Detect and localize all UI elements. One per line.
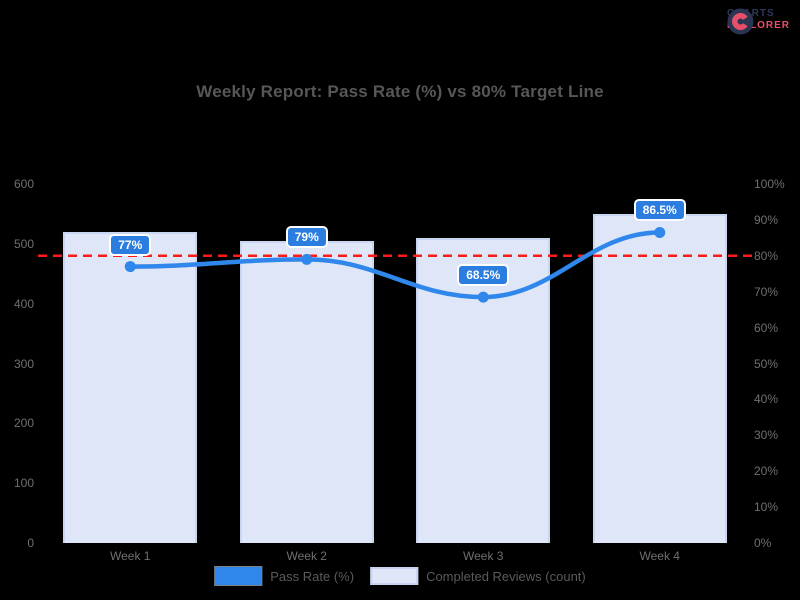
chart-legend: Pass Rate (%) Completed Reviews (count) [214, 566, 586, 586]
line-marker-4 [654, 226, 666, 238]
logo-watermark: CHARTS EXPLORER [726, 8, 790, 35]
right-axis-tick-30: 30% [754, 428, 779, 443]
legend-label-bar-series: Completed Reviews (count) [426, 568, 586, 584]
logo-icon [727, 8, 754, 35]
right-axis-tick-70: 70% [754, 284, 779, 299]
line-marker-1 [124, 261, 136, 273]
legend-item-line-series[interactable]: Pass Rate (%) [214, 566, 354, 586]
x-axis-label-week-2: Week 2 [286, 549, 327, 563]
right-axis-tick-40: 40% [754, 392, 779, 407]
left-axis-tick-400: 400 [13, 296, 34, 311]
bar-week-4 [592, 213, 727, 543]
chart-title: Weekly Report: Pass Rate (%) vs 80% Targ… [196, 82, 604, 101]
point-label-2: 79% [285, 226, 328, 249]
left-axis-tick-500: 500 [13, 236, 34, 251]
right-axis-tick-20: 20% [754, 464, 779, 479]
left-axis-tick-100: 100 [13, 476, 34, 491]
legend-label-line-series: Pass Rate (%) [270, 568, 355, 584]
right-axis-tick-50: 50% [754, 356, 779, 371]
legend-swatch-bar-series [370, 567, 419, 585]
legend-swatch-line-series [214, 566, 263, 586]
left-axis-tick-0: 0 [27, 536, 34, 550]
left-axis-tick-300: 300 [13, 356, 34, 371]
logo-text-line2: EXPLORER [726, 19, 790, 31]
left-axis-tick-600: 600 [13, 177, 34, 191]
plot-area [38, 184, 758, 543]
line-marker-3 [477, 291, 489, 303]
legend-item-bar-series[interactable]: Completed Reviews (count) [370, 567, 586, 585]
x-axis-label-week-4: Week 4 [639, 549, 680, 563]
right-axis-tick-60: 60% [754, 320, 779, 335]
x-axis-label-week-1: Week 1 [110, 549, 151, 563]
right-axis-tick-80: 80% [754, 248, 779, 263]
pass-rate-line [128, 230, 662, 300]
point-label-4: 86.5% [633, 199, 686, 222]
x-axis-label-week-3: Week 3 [463, 549, 504, 563]
right-axis-tick-90: 90% [754, 212, 779, 227]
left-axis-tick-200: 200 [13, 416, 34, 431]
line-marker-2 [301, 253, 313, 265]
right-axis-tick-0: 0% [754, 536, 772, 550]
point-label-1: 77% [109, 233, 152, 256]
point-label-3: 68.5% [457, 264, 510, 287]
right-axis-tick-100: 100% [754, 177, 785, 191]
line-and-target-layer [38, 226, 758, 303]
bar-week-1 [63, 231, 198, 543]
right-axis-tick-10: 10% [754, 500, 779, 515]
